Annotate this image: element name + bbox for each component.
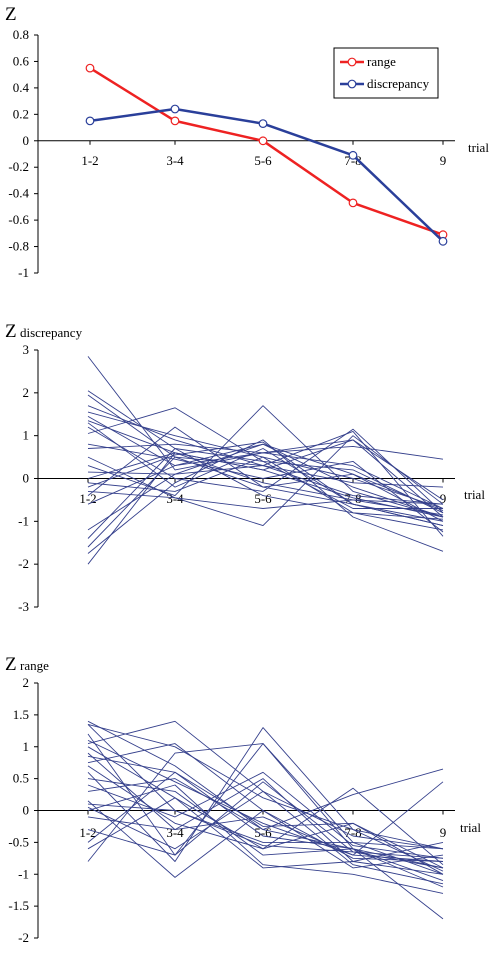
y-axis-title: Z xyxy=(5,321,17,342)
data-point-range xyxy=(258,136,268,146)
x-tick-label: 5-6 xyxy=(254,491,272,506)
series-line-subject-26 xyxy=(87,435,444,527)
legend-marker-discrepancy xyxy=(347,79,357,89)
y-tick-label: -0.2 xyxy=(8,159,29,174)
series-line-subject-18 xyxy=(87,490,444,516)
y-tick-label: 2 xyxy=(23,675,30,690)
y-tick-label: 0.6 xyxy=(13,53,30,68)
series-line-subject-18 xyxy=(87,781,444,869)
series-line-subject-16 xyxy=(87,456,444,520)
x-tick-label: 7-8 xyxy=(344,153,361,168)
y-tick-label: -0.5 xyxy=(8,834,29,849)
x-tick-label: 9 xyxy=(440,153,447,168)
series-line-subject-12 xyxy=(87,771,444,859)
x-tick-label: 9 xyxy=(440,491,447,506)
series-line-subject-17 xyxy=(87,441,444,522)
y-tick-label: 0.4 xyxy=(13,80,30,95)
series-line-subject-13 xyxy=(87,768,444,831)
series-line-subject-20 xyxy=(87,743,444,920)
y-tick-label: -2 xyxy=(18,930,29,945)
y-tick-label: 1 xyxy=(23,428,30,443)
y-tick-label: -3 xyxy=(18,599,29,614)
legend-label-range: range xyxy=(367,54,396,69)
x-axis-label: trial xyxy=(464,487,485,502)
x-tick-label: 5-6 xyxy=(254,153,272,168)
x-tick-label: 3-4 xyxy=(166,153,184,168)
data-point-discrepancy xyxy=(170,104,180,114)
series-line-subject-23 xyxy=(87,724,444,859)
x-tick-label: 1-2 xyxy=(81,153,98,168)
data-point-range xyxy=(170,116,180,126)
series-line-subject-15 xyxy=(87,803,444,850)
series-line-subject-22 xyxy=(87,765,444,875)
y-axis-title: Z xyxy=(5,4,17,25)
series-line-subject-10 xyxy=(87,407,443,509)
y-tick-label: -1 xyxy=(18,265,29,280)
x-tick-label: 9 xyxy=(440,825,447,840)
y-tick-label: -1 xyxy=(18,513,29,528)
series-line-subject-8 xyxy=(87,755,444,888)
y-tick-label: 0 xyxy=(23,803,30,818)
series-line-subject-19 xyxy=(87,426,444,527)
series-line-subject-21 xyxy=(87,771,444,869)
y-tick-label: 1.5 xyxy=(13,707,29,722)
series-line-subject-9 xyxy=(87,743,444,869)
series-line-subject-11 xyxy=(87,443,444,533)
series-line-subject-2 xyxy=(87,723,444,850)
y-tick-label: 0.2 xyxy=(13,106,29,121)
series-line-subject-23 xyxy=(87,430,444,548)
legend-box xyxy=(333,47,439,99)
series-line-subject-13 xyxy=(87,405,444,518)
y-axis-subtitle: discrepancy xyxy=(20,325,83,340)
data-point-discrepancy xyxy=(348,150,358,160)
x-axis-label: trial xyxy=(460,820,481,835)
y-tick-label: -0.4 xyxy=(8,186,29,201)
y-axis-title: Z xyxy=(5,654,17,675)
y-tick-label: -0.8 xyxy=(8,239,29,254)
y-axis-subtitle: range xyxy=(20,658,49,673)
x-tick-label: 1-2 xyxy=(79,825,96,840)
y-tick-label: -0.6 xyxy=(8,212,29,227)
y-tick-label: 0 xyxy=(23,133,30,148)
y-tick-label: 2 xyxy=(23,385,30,400)
y-tick-label: 0 xyxy=(23,471,30,486)
data-point-range xyxy=(348,198,358,208)
series-line-subject-14 xyxy=(87,800,444,878)
series-line-subject-16 xyxy=(87,784,444,894)
data-point-discrepancy xyxy=(85,116,95,126)
x-axis-label: trial xyxy=(468,140,489,155)
y-tick-label: 3 xyxy=(23,342,30,357)
legend-marker-range xyxy=(347,57,357,67)
y-tick-label: 0.8 xyxy=(13,27,29,42)
y-tick-label: 0.5 xyxy=(13,771,29,786)
y-tick-label: -2 xyxy=(18,556,29,571)
series-line-subject-17 xyxy=(87,781,444,856)
series-line-subject-24 xyxy=(87,439,444,554)
series-line-subject-24 xyxy=(87,790,444,885)
x-tick-label: 7-8 xyxy=(344,491,361,506)
x-tick-label: 3-4 xyxy=(166,825,184,840)
series-line-subject-25 xyxy=(87,452,444,565)
data-point-discrepancy xyxy=(258,119,268,128)
y-tick-label: -1 xyxy=(18,866,29,881)
x-tick-label: 3-4 xyxy=(166,491,184,506)
series-line-subject-21 xyxy=(87,443,444,531)
y-tick-label: -1.5 xyxy=(8,898,29,913)
legend-label-discrepancy: discrepancy xyxy=(367,76,430,91)
y-tick-label: 1 xyxy=(23,739,30,754)
data-point-range xyxy=(85,63,95,73)
series-line-subject-19 xyxy=(87,797,444,875)
series-line-subject-15 xyxy=(87,452,444,505)
series-line-subject-22 xyxy=(87,448,444,539)
series-line-subject-10 xyxy=(87,727,444,872)
data-point-discrepancy xyxy=(438,236,448,246)
series-line-discrepancy xyxy=(89,107,444,243)
